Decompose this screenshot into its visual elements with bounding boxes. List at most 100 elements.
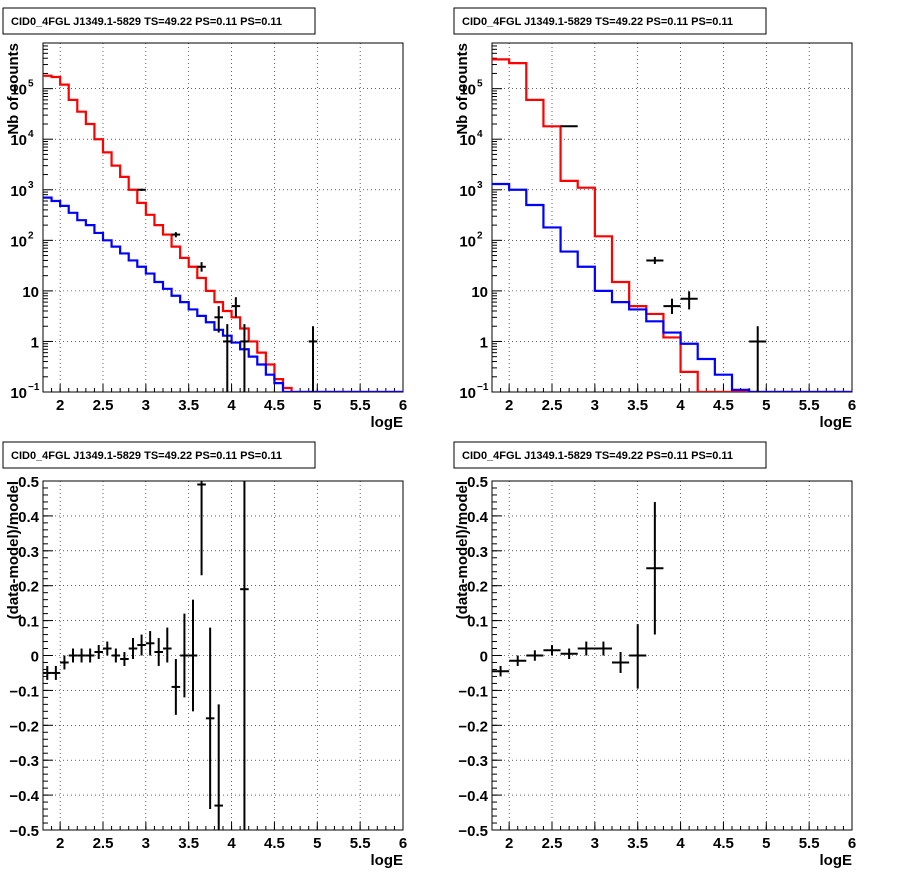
data-point [749, 326, 767, 392]
plot-frame [42, 42, 404, 393]
data-point [509, 655, 527, 666]
x-tick-label: 2.5 [93, 397, 114, 414]
y-tick-label: 1 [31, 334, 39, 351]
x-tick-label: 4 [227, 397, 236, 414]
x-tick-label: 5 [762, 835, 770, 852]
data-point [629, 624, 647, 689]
y-tick-exponent: 4 [28, 129, 34, 140]
x-tick-label: 5 [313, 835, 321, 852]
data-point [231, 297, 241, 318]
data-point [163, 627, 172, 663]
y-axis-title: (data-model)/model [5, 481, 22, 619]
x-tick-label: 6 [848, 397, 856, 414]
y-tick-label: 1 [480, 334, 488, 351]
panel-title: CID0_4FGL J1349.1-5829 TS=49.22 PS=0.11 … [462, 16, 733, 28]
x-tick-label: 5.5 [350, 835, 371, 852]
y-tick-label: 0.3 [18, 544, 39, 561]
data-point [223, 324, 232, 392]
panel-title: CID0_4FGL J1349.1-5829 TS=49.22 PS=0.11 … [11, 16, 282, 28]
x-tick-label: 4.5 [713, 397, 734, 414]
y-tick-exponent: 5 [477, 79, 483, 90]
series-group [492, 501, 664, 689]
data-point [594, 641, 612, 656]
y-tick-label: 0.5 [467, 474, 488, 491]
data-point [214, 306, 223, 333]
y-tick-label: −0.2 [9, 718, 39, 735]
y-tick-label: 0.1 [18, 614, 39, 631]
plot-frame [491, 480, 853, 831]
x-tick-label: 5.5 [799, 835, 820, 852]
x-tick-label: 2 [56, 397, 64, 414]
x-tick-label: 2.5 [542, 397, 563, 414]
x-tick-label: 5 [313, 397, 321, 414]
x-tick-label: 3 [142, 835, 150, 852]
data-point [197, 262, 206, 272]
data-point [646, 256, 664, 265]
x-tick-label: 4 [227, 835, 236, 852]
data-point [171, 232, 181, 238]
data-point [680, 291, 698, 310]
x-tick-label: 4 [676, 835, 685, 852]
histogram-line [43, 74, 403, 392]
x-axis-title: logE [820, 852, 853, 869]
y-tick-label: 0 [31, 649, 39, 666]
data-point [51, 665, 61, 680]
x-tick-label: 2 [505, 835, 513, 852]
x-tick-label: 3.5 [627, 397, 648, 414]
x-axis-title: logE [820, 414, 853, 431]
y-axis-title: (data-model)/model [454, 481, 471, 619]
data-point [526, 650, 544, 661]
data-point [137, 634, 146, 656]
y-tick-label: 10 [22, 284, 39, 301]
y-tick-label: 0.2 [18, 579, 39, 596]
data-point [197, 481, 206, 576]
data-point [111, 648, 121, 663]
x-axis-title: logE [371, 852, 404, 869]
panel-title-box [453, 7, 767, 35]
y-tick-label: −0.4 [458, 788, 488, 805]
data-point [188, 599, 198, 712]
y-tick-label: 10 [459, 233, 476, 250]
data-point [43, 665, 52, 680]
y-tick-label: 10 [10, 385, 27, 402]
x-tick-label: 5.5 [350, 397, 371, 414]
data-point [214, 704, 223, 830]
x-tick-label: 6 [399, 835, 407, 852]
data-point [145, 631, 155, 656]
panel-title-box [2, 441, 316, 469]
y-tick-exponent: 4 [477, 129, 483, 140]
panel-title-box [2, 7, 316, 35]
x-tick-label: 3 [591, 835, 599, 852]
y-tick-exponent: −1 [477, 382, 489, 393]
x-axis-title: logE [371, 414, 404, 431]
y-tick-label: −0.4 [9, 788, 39, 805]
x-tick-label: 6 [848, 835, 856, 852]
y-tick-label: 10 [459, 132, 476, 149]
y-tick-label: 10 [471, 284, 488, 301]
series-group [43, 481, 249, 830]
y-tick-label: 10 [10, 233, 27, 250]
data-point [137, 188, 146, 191]
data-point [171, 658, 181, 715]
y-tick-label: 0.4 [18, 509, 40, 526]
y-tick-label: 10 [10, 183, 27, 200]
x-tick-label: 3.5 [178, 835, 199, 852]
x-tick-label: 2.5 [93, 835, 114, 852]
y-axis-title: Nb of counts [454, 43, 471, 135]
y-tick-label: 0.5 [18, 474, 39, 491]
x-tick-label: 5.5 [799, 397, 820, 414]
panel-title: CID0_4FGL J1349.1-5829 TS=49.22 PS=0.11 … [11, 450, 282, 462]
panel-title: CID0_4FGL J1349.1-5829 TS=49.22 PS=0.11 … [462, 450, 733, 462]
x-tick-label: 3.5 [627, 835, 648, 852]
y-axis-title: Nb of counts [5, 43, 22, 135]
data-point [646, 501, 664, 635]
x-tick-label: 5 [762, 397, 770, 414]
x-tick-label: 4.5 [264, 397, 285, 414]
data-point [663, 298, 681, 314]
x-tick-label: 4 [676, 397, 685, 414]
y-tick-exponent: 3 [477, 180, 483, 191]
x-tick-label: 2.5 [542, 835, 563, 852]
data-point [612, 652, 630, 673]
data-point [103, 641, 112, 656]
series-group [492, 58, 852, 392]
